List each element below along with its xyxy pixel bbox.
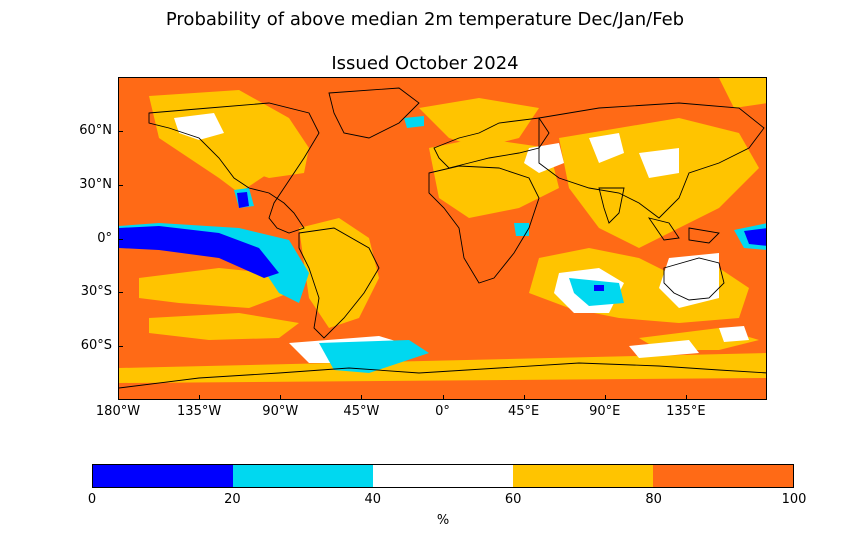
- longitude-tick: [523, 395, 525, 400]
- longitude-tick: [118, 395, 119, 400]
- latitude-label: 60°S: [80, 338, 112, 354]
- latitude-tick: [118, 184, 123, 186]
- figure-subtitle: Issued October 2024: [331, 53, 519, 74]
- colorbar-segment: [93, 465, 233, 487]
- latitude-tick: [118, 130, 123, 132]
- prob-40-60-regions: [174, 113, 749, 363]
- longitude-label: 135°E: [666, 404, 706, 419]
- colorbar-unit-label: %: [436, 513, 450, 528]
- colorbar-tick-label: 60: [504, 492, 522, 507]
- prob-0-20-regions: [119, 192, 766, 291]
- longitude-label: 90°W: [262, 404, 299, 419]
- longitude-label: 135°W: [177, 404, 222, 419]
- colorbar-segment: [513, 465, 653, 487]
- colorbar-segment: [373, 465, 513, 487]
- longitude-label: 45°E: [507, 404, 540, 419]
- latitude-tick: [118, 346, 123, 348]
- coastlines: [119, 87, 766, 389]
- longitude-tick: [442, 395, 444, 400]
- colorbar-tick-label: 100: [781, 492, 807, 507]
- colorbar-tick-label: 20: [224, 492, 241, 507]
- longitude-tick: [280, 395, 282, 400]
- figure-title: Probability of above median 2m temperatu…: [165, 9, 685, 30]
- longitude-label: 45°W: [343, 404, 380, 419]
- colorbar-tick-label: 80: [645, 492, 662, 507]
- latitude-label: 60°N: [79, 122, 112, 138]
- longitude-tick: [685, 395, 687, 400]
- longitude-label: 0°: [435, 404, 450, 419]
- probability-map: [119, 78, 766, 389]
- longitude-label: 90°E: [589, 404, 621, 419]
- latitude-tick: [118, 292, 123, 294]
- colorbar: [92, 464, 794, 488]
- latitude-tick: [118, 238, 123, 240]
- colorbar-tick-label: 40: [364, 492, 382, 507]
- latitude-label: 0°: [97, 230, 112, 246]
- colorbar-tick-label: 0: [87, 492, 97, 507]
- latitude-label: 30°S: [80, 284, 112, 300]
- longitude-label: 180°W: [95, 404, 141, 419]
- map-panel: [118, 77, 767, 400]
- longitude-tick: [361, 395, 363, 400]
- longitude-tick: [604, 395, 606, 400]
- latitude-label: 30°N: [79, 176, 112, 192]
- longitude-tick: [199, 395, 201, 400]
- colorbar-segment: [653, 465, 793, 487]
- colorbar-segment: [233, 465, 373, 487]
